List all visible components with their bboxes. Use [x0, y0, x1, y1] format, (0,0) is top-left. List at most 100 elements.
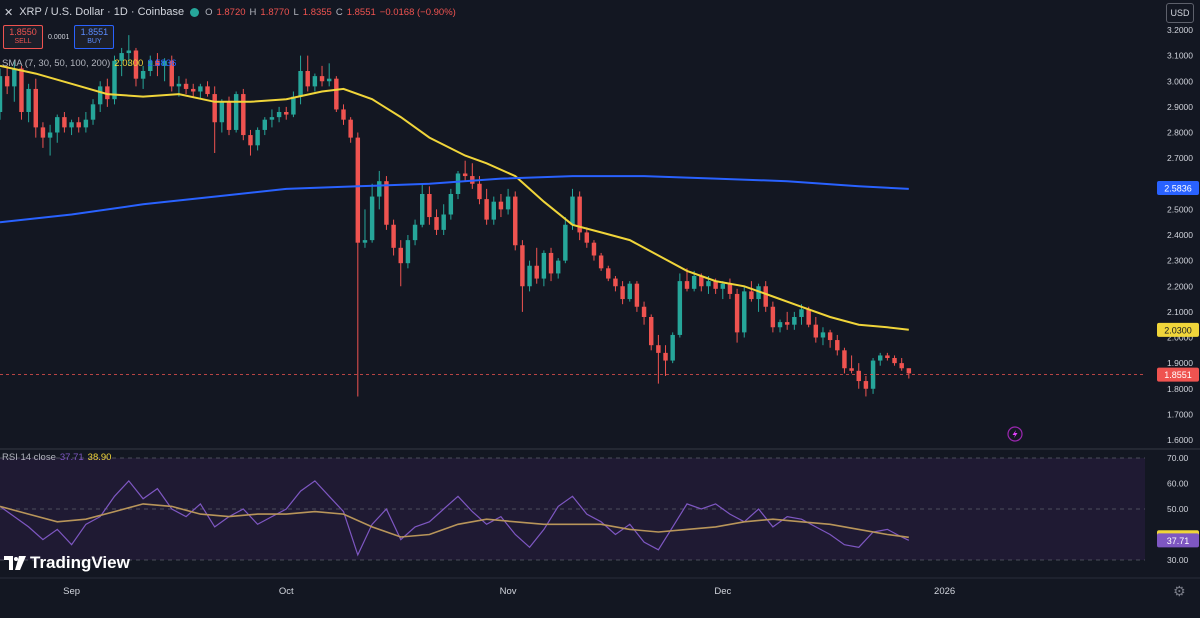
candle-down — [348, 117, 353, 143]
sma-line — [0, 175, 909, 224]
price-tag: 2.5836 — [1157, 180, 1199, 195]
sma-legend[interactable]: SMA (7, 30, 50, 100, 200) 2.0300 2.5836 — [2, 58, 176, 69]
sell-label: SELL — [14, 38, 32, 45]
candle-down — [226, 96, 232, 136]
rsi-tick-label: 30.00 — [1167, 555, 1189, 565]
price-change: −0.0168 (−0.90%) — [379, 6, 456, 18]
candle-down — [548, 247, 554, 282]
candle-body — [291, 96, 296, 115]
price-tag: 1.8551 — [1157, 367, 1199, 382]
candle-body — [341, 109, 346, 120]
candle-up — [112, 55, 117, 105]
candle-body — [856, 370, 861, 382]
candle-body — [462, 173, 468, 177]
watermark-text: TradingView — [30, 553, 130, 572]
candle-body — [885, 355, 890, 358]
rsi-legend-value-2: 38.90 — [87, 452, 112, 463]
candle-body — [162, 60, 167, 66]
candle-body — [806, 309, 811, 325]
candle-up — [491, 196, 496, 225]
candle-down — [105, 78, 110, 107]
candle-body — [112, 60, 117, 100]
rsi-legend[interactable]: RSI 14 close 37.71 38.90 — [2, 452, 111, 463]
candle-up — [742, 286, 747, 338]
sma-legend-value-2: 2.5836 — [147, 58, 177, 69]
candle-body — [391, 224, 396, 248]
candle-body — [734, 293, 740, 333]
candle-down — [534, 247, 539, 284]
candle-body — [634, 283, 640, 307]
candle-body — [412, 224, 418, 241]
candle-body — [520, 245, 525, 287]
candle-down — [827, 329, 833, 348]
candle-up — [233, 91, 239, 133]
candle-up — [777, 319, 783, 333]
candle-body — [405, 240, 411, 264]
candle-up — [312, 73, 318, 92]
candle-body — [40, 127, 46, 138]
candle-down — [763, 281, 768, 312]
candle-body — [684, 281, 690, 289]
candle-up — [219, 99, 225, 133]
candle-body — [441, 214, 446, 230]
candle-down — [835, 334, 840, 356]
price-tick-label: 2.1000 — [1167, 307, 1193, 317]
candle-body — [548, 252, 554, 274]
candle-up — [820, 327, 826, 346]
candle-up — [326, 63, 332, 87]
candle-body — [90, 104, 96, 120]
candle-body — [534, 265, 539, 279]
candle-body — [312, 76, 318, 87]
lightning-icon[interactable] — [1007, 426, 1023, 442]
sma-legend-label: SMA (7, 30, 50, 100, 200) — [2, 58, 111, 69]
candle-down — [4, 65, 10, 95]
candle-body — [827, 332, 833, 341]
rsi-tick-label: 50.00 — [1167, 504, 1189, 514]
candle-body — [362, 240, 368, 243]
candle-down — [391, 219, 396, 256]
candle-down — [355, 132, 361, 397]
candle-down — [598, 252, 604, 271]
candle-body — [420, 194, 425, 225]
gear-icon[interactable]: ⚙ — [1173, 583, 1186, 599]
candle-body — [191, 88, 196, 92]
candle-body — [899, 363, 904, 369]
candle-body — [756, 286, 761, 300]
candle-body — [563, 224, 568, 261]
candle-body — [863, 381, 869, 389]
candle-up — [541, 250, 547, 287]
candle-down — [849, 355, 854, 374]
candle-up — [97, 81, 103, 112]
tradingview-logo-icon — [4, 556, 26, 570]
candle-body — [169, 60, 174, 87]
sell-button[interactable]: 1.8550 SELL — [3, 25, 43, 49]
close-icon[interactable]: ✕ — [4, 6, 14, 19]
candle-body — [749, 291, 754, 300]
candle-down — [155, 53, 160, 77]
symbol-title[interactable]: XRP / U.S. Dollar · 1D · Coinbase — [19, 6, 185, 18]
price-tag-bg — [1157, 367, 1199, 382]
candle-down — [863, 375, 869, 397]
candle-down — [620, 281, 625, 305]
candle-body — [770, 306, 776, 328]
candle-up — [870, 358, 876, 394]
candle-up — [90, 99, 96, 125]
time-axis[interactable]: Sep Oct Nov Dec 2026 — [63, 586, 955, 597]
price-tick-label: 1.6000 — [1167, 435, 1193, 445]
candle-body — [513, 196, 518, 246]
candle-down — [520, 240, 525, 312]
candle-body — [183, 83, 189, 89]
candle-body — [813, 324, 819, 338]
candle-up — [255, 127, 260, 151]
market-status-icon[interactable] — [190, 7, 200, 17]
currency-selector[interactable]: USD — [1166, 3, 1194, 23]
candle-body — [326, 78, 332, 82]
candle-up — [26, 83, 31, 123]
candle-body — [792, 317, 797, 325]
candle-up — [756, 283, 761, 312]
time-tick-label: Nov — [500, 586, 517, 597]
buy-button[interactable]: 1.8551 BUY — [74, 25, 115, 49]
price-tick-label: 2.9000 — [1167, 102, 1193, 112]
